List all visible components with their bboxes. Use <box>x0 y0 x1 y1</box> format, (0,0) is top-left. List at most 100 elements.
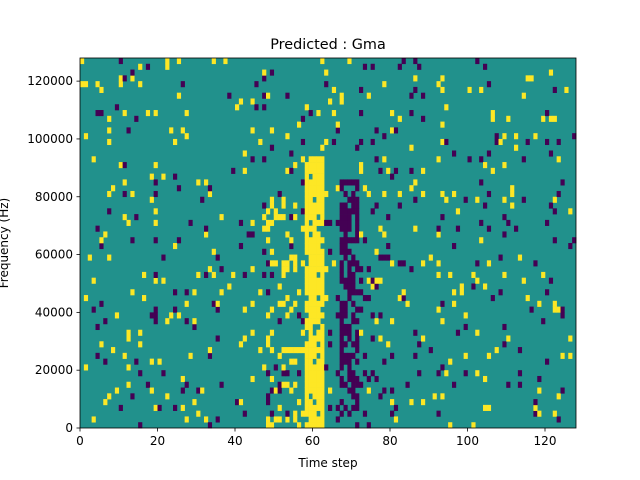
heatmap-cell-high <box>308 404 313 411</box>
heatmap-cell-low <box>545 219 550 226</box>
heatmap-cell-high <box>390 127 395 134</box>
heatmap-cell-high <box>289 347 294 354</box>
x-tick-label: 40 <box>227 434 242 448</box>
heatmap-cell-high <box>440 393 445 400</box>
heatmap-cell-high <box>413 179 418 186</box>
x-tick-label: 80 <box>382 434 397 448</box>
heatmap-cell-high <box>320 375 325 383</box>
heatmap-cell-high <box>304 404 309 411</box>
heatmap-cell-high <box>165 393 170 400</box>
heatmap-cell-low <box>359 86 364 93</box>
heatmap-cell-high <box>320 364 325 371</box>
heatmap-cell-high <box>204 416 209 423</box>
heatmap-cell-low <box>153 312 158 319</box>
heatmap-cell-low <box>266 393 271 400</box>
heatmap-cell-high <box>525 295 530 302</box>
heatmap-cell-high <box>463 352 468 359</box>
heatmap-cell-high <box>312 248 317 255</box>
heatmap-cell-high <box>397 295 402 302</box>
heatmap-cell-low <box>355 185 360 192</box>
heatmap-cell-high <box>467 86 472 93</box>
heatmap-cell-high <box>285 133 290 140</box>
heatmap-cell-high <box>378 225 383 232</box>
heatmap-cell-high <box>316 202 321 209</box>
heatmap-cell-low <box>362 352 368 359</box>
heatmap-cell-high <box>304 179 309 186</box>
heatmap-cell-high <box>331 260 337 267</box>
heatmap-cell-high <box>258 289 263 296</box>
heatmap-cell-high <box>382 81 387 88</box>
heatmap-cell-low <box>556 190 561 198</box>
heatmap-cell-low <box>417 63 422 70</box>
heatmap-cell-high <box>316 358 321 365</box>
heatmap-cell-low <box>246 231 251 238</box>
heatmap-cell-low <box>339 225 344 232</box>
heatmap-cell-high <box>347 58 352 65</box>
heatmap-cell-high <box>328 98 333 105</box>
heatmap-cell-low <box>289 243 294 250</box>
heatmap-cell-low <box>556 138 561 146</box>
heatmap-cell-low <box>374 127 379 134</box>
heatmap-cell-high <box>300 410 306 417</box>
heatmap-cell-low <box>370 63 375 70</box>
heatmap-cell-high <box>293 260 298 267</box>
heatmap-cell-high <box>180 404 185 411</box>
heatmap-cell-high <box>219 289 224 296</box>
heatmap-cell-low <box>421 92 426 99</box>
heatmap-cell-low <box>374 375 379 383</box>
heatmap-cell-low <box>409 167 414 174</box>
heatmap-cell-low <box>95 323 100 331</box>
heatmap-cell-low <box>521 156 526 163</box>
heatmap-cell-high <box>304 162 309 169</box>
heatmap-cell-high <box>490 115 495 122</box>
heatmap-cell-high <box>266 341 271 348</box>
heatmap-cell-low <box>328 329 333 336</box>
heatmap-cell-low <box>351 202 356 209</box>
heatmap-cell-low <box>339 318 344 325</box>
heatmap-cell-high <box>304 214 309 221</box>
heatmap-cell-high <box>304 381 309 388</box>
heatmap-cell-low <box>347 387 352 394</box>
heatmap-cell-high <box>293 214 298 221</box>
heatmap-cell-high <box>122 214 127 221</box>
heatmap-cell-low <box>359 266 364 273</box>
heatmap-cell-high <box>471 271 476 278</box>
heatmap-cell-high <box>320 387 325 394</box>
heatmap-cell-low <box>436 410 441 417</box>
heatmap-cell-high <box>316 312 321 319</box>
heatmap-cell-low <box>552 208 557 215</box>
heatmap-cell-low <box>413 352 418 359</box>
heatmap-cell-high <box>514 144 519 151</box>
heatmap-cell-low <box>215 306 220 313</box>
heatmap-cell-low <box>300 115 306 122</box>
heatmap-cell-high <box>541 115 546 122</box>
heatmap-cell-high <box>262 225 267 232</box>
heatmap-cell-high <box>207 266 213 273</box>
heatmap-cell-high <box>316 404 321 411</box>
heatmap-cell-low <box>215 254 220 261</box>
heatmap-cell-high <box>320 156 325 163</box>
heatmap-cell-high <box>324 69 329 76</box>
heatmap-cell-low <box>339 243 344 250</box>
heatmap-cell-low <box>362 63 368 70</box>
heatmap-cell-high <box>91 416 96 423</box>
heatmap-cell-high <box>273 416 278 423</box>
heatmap-cell-low <box>331 138 337 146</box>
heatmap-cell-high <box>479 237 484 244</box>
heatmap-cell-high <box>428 254 433 261</box>
heatmap-cell-high <box>328 387 333 394</box>
heatmap-cell-high <box>142 295 147 302</box>
heatmap-cell-high <box>300 329 306 336</box>
heatmap-cell-low <box>359 381 364 388</box>
heatmap-cell-high <box>405 300 410 307</box>
heatmap-cell-high <box>300 225 306 232</box>
heatmap-cell-low <box>506 219 511 226</box>
heatmap-cell-high <box>537 410 542 417</box>
heatmap-cell-low <box>370 312 375 319</box>
heatmap-cell-high <box>517 254 523 261</box>
heatmap-cell-low <box>328 404 333 411</box>
heatmap-cell-high <box>312 237 317 244</box>
heatmap-cell-low <box>409 92 414 99</box>
heatmap-cell-high <box>312 312 317 319</box>
heatmap-cell-low <box>355 237 360 244</box>
